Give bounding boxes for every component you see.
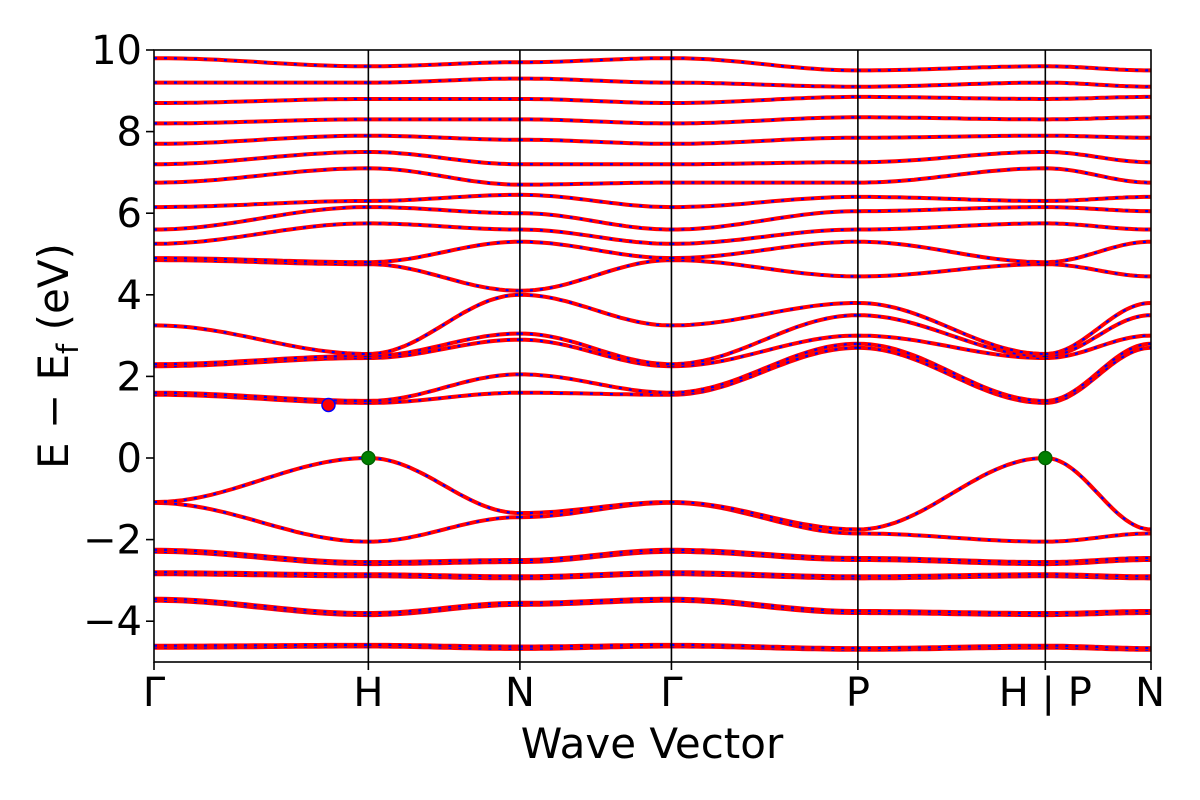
x-tick-label: Γ (660, 670, 683, 716)
x-tick-label: Γ (143, 670, 166, 716)
band-line (154, 292, 1151, 356)
y-tick-label: 0 (117, 436, 142, 482)
cbm-marker (321, 397, 336, 413)
band-line (154, 500, 1151, 544)
band-line (154, 150, 1151, 167)
y-tick-label: 6 (117, 191, 142, 237)
band-line (154, 570, 1151, 579)
y-tick-label: −4 (83, 599, 142, 645)
band-line (154, 166, 1151, 187)
x-tick-label: H | P (999, 670, 1092, 716)
y-axis-label-main: E − E (29, 354, 78, 469)
vbm-marker (361, 450, 376, 466)
band-line (154, 239, 1151, 265)
band-line-dashed (154, 456, 1151, 531)
band-line (154, 192, 1151, 210)
band-line (154, 205, 1151, 232)
band-line (154, 221, 1151, 246)
kpoint-dividers (367, 50, 1047, 662)
y-tick-label: −2 (83, 518, 142, 564)
plot-frame (153, 49, 1152, 663)
y-axis-label: E − Ef (eV) (29, 243, 85, 469)
band-line-dashed (154, 293, 1151, 356)
x-axis-label: Wave Vector (521, 719, 784, 768)
band-line (154, 115, 1151, 126)
y-axis-label-subscript: f (51, 343, 85, 354)
band-lines (154, 56, 1151, 652)
x-tick-label: N (505, 670, 535, 716)
y-axis-label-unit: (eV) (29, 243, 78, 344)
vbm-marker (1038, 450, 1053, 466)
x-tick-label: P (846, 670, 870, 716)
band-line (154, 456, 1151, 532)
y-tick-label: 2 (117, 354, 142, 400)
band-line (154, 133, 1151, 146)
x-axis-ticks: Γ H N Γ P H | P N (143, 662, 1165, 716)
y-tick-label: 4 (117, 273, 142, 319)
x-tick-label: N (1135, 670, 1165, 716)
band-line (154, 76, 1151, 89)
y-tick-label: 8 (117, 110, 142, 156)
band-line (154, 547, 1151, 564)
band-line (154, 56, 1151, 73)
band-edge-markers (321, 397, 1053, 466)
y-tick-label: 10 (91, 28, 142, 74)
band-line (154, 341, 1151, 403)
band-line (154, 258, 1151, 293)
band-line (154, 94, 1151, 105)
y-axis-ticks: −4 −2 0 2 4 6 8 10 (83, 28, 154, 645)
band-line (154, 596, 1151, 615)
band-line (154, 313, 1151, 367)
band-line-dashed (154, 501, 1151, 543)
x-tick-label: H (353, 670, 383, 716)
band-line (154, 642, 1151, 651)
